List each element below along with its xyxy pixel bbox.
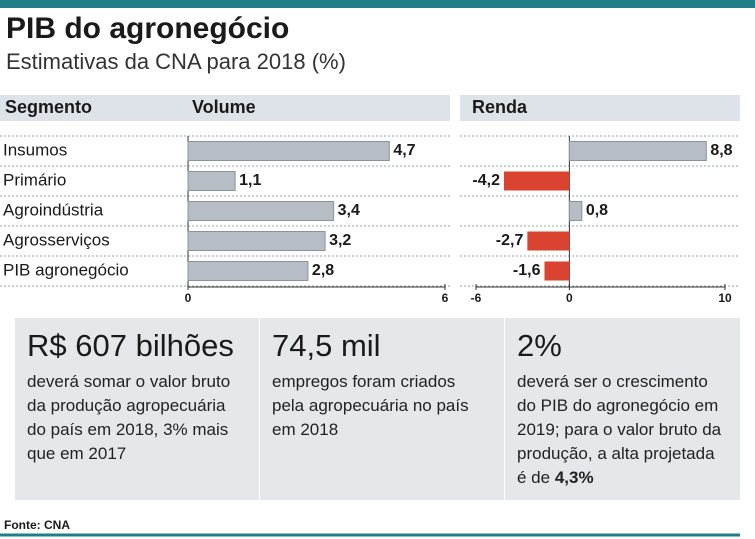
- value-label: 3,4: [338, 202, 360, 219]
- top-bar: [0, 0, 755, 8]
- value-label: -2,7: [496, 232, 524, 249]
- category-label: PIB agronegócio: [3, 260, 129, 279]
- stat-highlight: 4,3%: [554, 468, 594, 487]
- column-header: Segmento: [5, 97, 92, 117]
- stat-value: 2%: [517, 328, 562, 363]
- x-tick-label: 6: [442, 291, 449, 305]
- stat-text: deverá ser o crescimento do PIB do agron…: [517, 370, 728, 490]
- series-header: Volume: [192, 97, 256, 117]
- category-label: Insumos: [3, 140, 67, 159]
- stat-value: R$ 607 bilhões: [27, 328, 234, 363]
- x-tick-label: 0: [185, 291, 192, 305]
- category-label: Agrosserviços: [3, 230, 110, 249]
- value-label: 8,8: [710, 142, 732, 159]
- bar: [187, 171, 236, 191]
- stat-description: deverá somar o valor bruto da produção a…: [27, 372, 231, 463]
- stat: 74,5 mil empregos foram criados pela agro…: [260, 318, 505, 500]
- value-label: 2,8: [312, 262, 334, 279]
- stat-value: 74,5 mil: [272, 328, 381, 363]
- stat-text: deverá somar o valor bruto da produção a…: [27, 370, 247, 466]
- bar: [504, 171, 570, 191]
- category-label: Agroindústria: [3, 200, 104, 219]
- value-label: 3,2: [329, 232, 351, 249]
- bar: [568, 141, 707, 161]
- x-tick-label: 0: [566, 291, 573, 305]
- subtitle: Estimativas da CNA para 2018 (%): [6, 49, 346, 74]
- bar: [187, 141, 390, 161]
- category-label: Primário: [3, 170, 66, 189]
- bar: [187, 201, 335, 221]
- bar: [544, 261, 570, 281]
- stat: 2% deverá ser o crescimento do PIB do agr…: [505, 318, 740, 500]
- stat-description: empregos foram criados pela agropecuária…: [272, 372, 469, 439]
- value-label: -1,6: [513, 262, 541, 279]
- bar: [187, 261, 309, 281]
- value-label: 1,1: [239, 172, 261, 189]
- series-header: Renda: [472, 97, 528, 117]
- title: PIB do agronegócio: [6, 12, 289, 45]
- bar: [527, 231, 570, 251]
- value-label: 4,7: [393, 142, 415, 159]
- stats-panel: R$ 607 bilhões deverá somar o valor bruto…: [15, 318, 740, 500]
- header-band: [0, 95, 450, 121]
- value-label: -4,2: [472, 172, 500, 189]
- stat-text: empregos foram criados pela agropecuária…: [272, 370, 492, 442]
- value-label: 0,8: [586, 202, 608, 219]
- x-tick-label: -6: [471, 291, 482, 305]
- source: Fonte: CNA: [4, 518, 70, 532]
- bar: [187, 231, 326, 251]
- stat: R$ 607 bilhões deverá somar o valor bruto…: [15, 318, 260, 500]
- bar: [568, 201, 583, 221]
- stat-description: deverá ser o crescimento do PIB do agron…: [517, 372, 722, 487]
- x-tick-label: 10: [718, 291, 732, 305]
- header-band: [460, 95, 740, 121]
